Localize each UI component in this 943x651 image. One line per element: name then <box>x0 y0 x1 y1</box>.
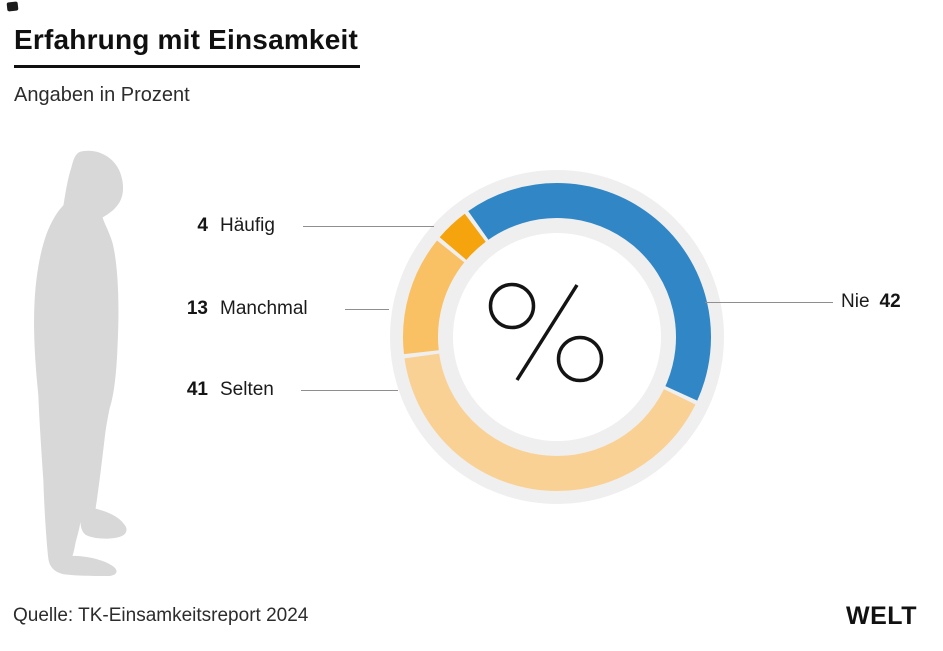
leader-line-haeufig <box>303 226 434 227</box>
donut-segment-nie <box>468 183 711 401</box>
callout-nie: Nie 42 <box>841 290 901 314</box>
callout-haeufig: 4 Häufig <box>160 214 275 238</box>
leader-line-selten <box>301 390 398 391</box>
value-haeufig: 4 <box>197 215 208 236</box>
lonely-person-silhouette-icon <box>34 150 127 576</box>
leader-line-nie <box>705 302 833 303</box>
welt-logo: WELT <box>846 602 917 630</box>
percent-icon <box>488 282 604 383</box>
donut-segment-manchmal <box>403 240 465 355</box>
page-subtitle: Angaben in Prozent <box>14 84 190 106</box>
label-haeufig: Häufig <box>220 215 275 236</box>
donut-segments <box>403 183 711 491</box>
donut-segment-selten <box>404 353 696 491</box>
value-selten: 41 <box>186 379 208 400</box>
value-nie: 42 <box>879 291 901 312</box>
callout-manchmal: 13 Manchmal <box>160 297 308 321</box>
callout-selten: 41 Selten <box>160 378 274 402</box>
page-title: Erfahrung mit Einsamkeit <box>14 24 360 68</box>
leader-line-manchmal <box>345 309 389 310</box>
label-selten: Selten <box>220 379 274 400</box>
source-note: Quelle: TK-Einsamkeitsreport 2024 <box>13 605 309 626</box>
donut-segment-haeufig <box>439 213 487 261</box>
label-nie: Nie <box>841 291 870 312</box>
value-manchmal: 13 <box>186 298 208 319</box>
label-manchmal: Manchmal <box>220 298 308 319</box>
